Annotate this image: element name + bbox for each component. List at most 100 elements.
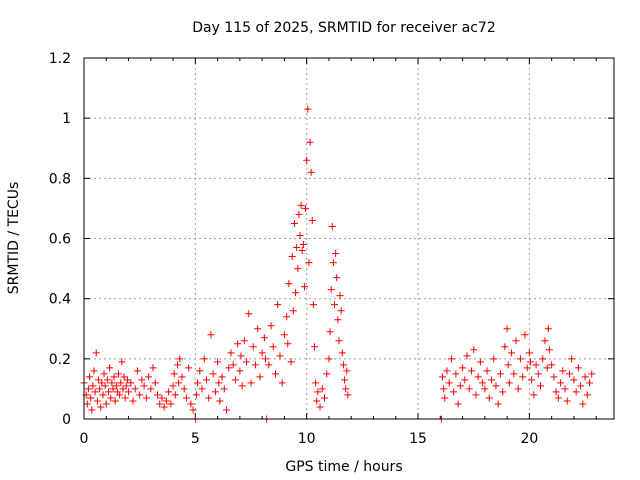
y-tick-label: 1 — [62, 111, 71, 127]
data-point — [303, 156, 311, 164]
data-point — [526, 358, 534, 366]
data-point — [94, 376, 102, 384]
data-point — [289, 307, 297, 315]
data-point — [494, 400, 502, 408]
data-point — [90, 367, 98, 375]
data-point — [496, 370, 504, 378]
data-point — [142, 394, 150, 402]
data-point — [123, 376, 131, 384]
data-point — [243, 358, 251, 366]
data-point — [483, 367, 491, 375]
data-point — [300, 283, 308, 291]
data-point — [554, 394, 562, 402]
data-point — [261, 355, 269, 363]
data-point — [323, 370, 331, 378]
data-point — [316, 403, 324, 411]
data-point — [296, 231, 304, 239]
data-point — [187, 400, 195, 408]
data-point — [269, 343, 277, 351]
y-tick-label: 0 — [62, 412, 71, 428]
data-point — [548, 361, 556, 369]
data-point — [331, 301, 339, 309]
data-point — [133, 367, 141, 375]
data-point — [572, 388, 580, 396]
data-point — [125, 388, 133, 396]
data-point — [290, 219, 298, 227]
data-point — [207, 331, 215, 339]
data-point — [452, 370, 460, 378]
data-point — [568, 355, 576, 363]
data-point — [260, 334, 268, 342]
data-point — [151, 379, 159, 387]
data-point — [119, 385, 127, 393]
data-point — [304, 105, 312, 113]
data-point — [481, 385, 489, 393]
data-point — [525, 349, 533, 357]
data-point — [295, 210, 303, 218]
data-point — [220, 385, 228, 393]
plot-frame — [83, 57, 615, 420]
data-point — [302, 204, 310, 212]
data-point — [158, 394, 166, 402]
data-point — [310, 343, 318, 351]
data-point — [541, 337, 549, 345]
data-point — [202, 376, 210, 384]
data-point — [343, 367, 351, 375]
data-point — [332, 250, 340, 258]
data-point — [196, 367, 204, 375]
data-point — [149, 364, 157, 372]
data-point — [342, 385, 350, 393]
data-point — [503, 325, 511, 333]
data-point — [314, 388, 322, 396]
data-point — [122, 382, 130, 390]
data-point — [294, 265, 302, 273]
data-point — [198, 385, 206, 393]
data-point — [539, 355, 547, 363]
data-point — [283, 313, 291, 321]
data-point — [504, 361, 512, 369]
x-tick-label: 20 — [520, 431, 538, 447]
data-point — [488, 376, 496, 384]
y-tick-label: 1.2 — [49, 51, 71, 67]
data-point — [341, 376, 349, 384]
data-point — [101, 382, 109, 390]
data-point — [308, 216, 316, 224]
data-point — [117, 379, 125, 387]
y-tick-label: 0.8 — [49, 171, 71, 187]
data-point — [470, 346, 478, 354]
x-tick-label: 15 — [409, 431, 427, 447]
data-point — [467, 367, 475, 375]
data-point — [131, 385, 139, 393]
data-point — [441, 394, 449, 402]
data-point — [492, 382, 500, 390]
data-point — [306, 138, 314, 146]
data-point — [318, 385, 326, 393]
data-point — [297, 201, 305, 209]
data-point — [240, 337, 248, 345]
data-point — [211, 388, 219, 396]
data-point — [559, 367, 567, 375]
data-point — [175, 379, 183, 387]
data-point — [581, 373, 589, 381]
data-point — [479, 379, 487, 387]
data-point — [557, 379, 565, 387]
data-point — [312, 379, 320, 387]
data-point — [463, 352, 471, 360]
data-point — [147, 385, 155, 393]
data-point — [216, 397, 224, 405]
data-point — [574, 364, 582, 372]
data-point — [107, 394, 115, 402]
data-point — [285, 280, 293, 288]
data-point — [490, 355, 498, 363]
data-point — [530, 391, 538, 399]
data-point — [153, 391, 161, 399]
data-point — [339, 361, 347, 369]
data-point — [111, 397, 119, 405]
data-point — [234, 340, 242, 348]
data-point — [136, 391, 144, 399]
data-point — [160, 403, 168, 411]
data-point — [327, 286, 335, 294]
data-point — [93, 397, 101, 405]
data-point — [450, 388, 458, 396]
data-point — [577, 382, 585, 390]
